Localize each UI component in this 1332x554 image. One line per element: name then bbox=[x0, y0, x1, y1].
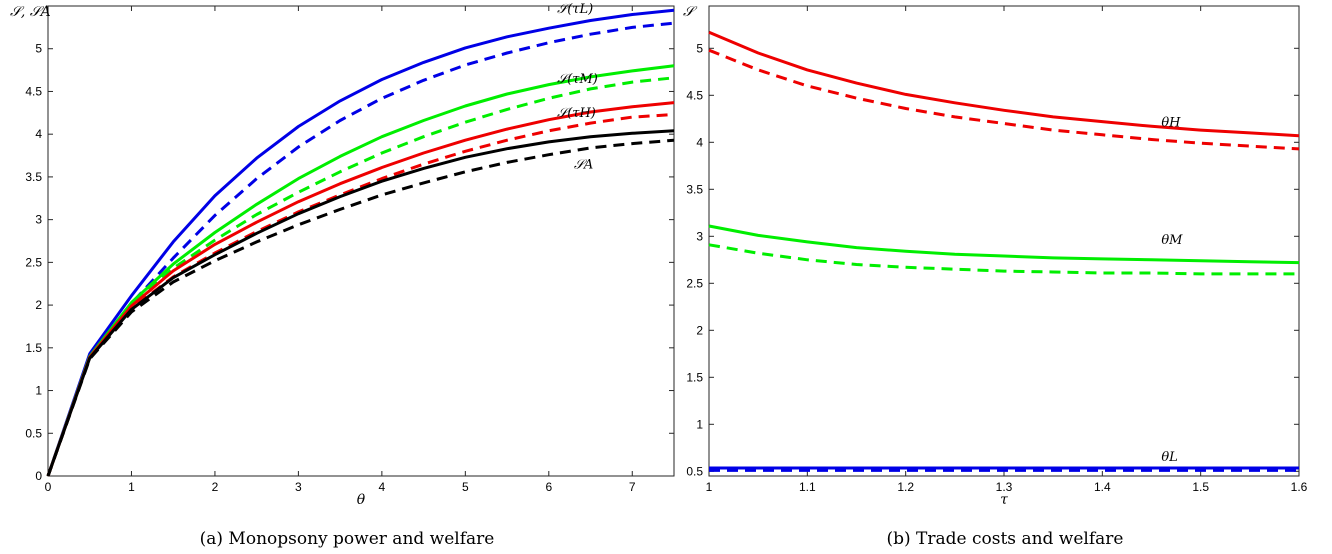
y-tick-label: 3.5 bbox=[686, 182, 703, 196]
y-tick-label: 4.5 bbox=[686, 88, 703, 102]
y-tick-label: 3 bbox=[35, 213, 42, 227]
series-line-green-solid bbox=[46, 64, 675, 477]
series-line-black-solid bbox=[46, 129, 675, 477]
x-axis-label: τ bbox=[1000, 492, 1008, 508]
y-axis-label: 𝒮 bbox=[683, 4, 698, 20]
y-tick-label: 4 bbox=[35, 127, 42, 141]
y-tick-label: 0 bbox=[35, 469, 42, 483]
y-tick-label: 1.5 bbox=[25, 341, 42, 355]
x-tick-label: 1 bbox=[128, 480, 135, 494]
y-tick-label: 3 bbox=[696, 229, 703, 243]
x-tick-label: 1.5 bbox=[1192, 480, 1209, 494]
x-tick-label: 1.1 bbox=[799, 480, 816, 494]
x-tick-label: 2 bbox=[212, 480, 219, 494]
curve-annotation: θH bbox=[1161, 115, 1181, 130]
x-tick-label: 4 bbox=[379, 480, 386, 494]
curve-annotation: 𝒮(τH) bbox=[557, 106, 596, 121]
curve-annotation: θM bbox=[1161, 233, 1183, 248]
curve-annotation: 𝒮(τM) bbox=[557, 72, 598, 87]
series-line-black-dashed bbox=[46, 138, 675, 477]
x-tick-label: 1.4 bbox=[1094, 480, 1111, 494]
x-tick-label: 5 bbox=[462, 480, 469, 494]
curve-annotation: 𝒮A bbox=[574, 157, 593, 172]
x-tick-label: 1.6 bbox=[1291, 480, 1308, 494]
panel-b: 1 1.1 1.2 1.3 1.4 1.5 1.60.511.522.533.544.55τ… bbox=[683, 4, 1308, 508]
curve-annotation: 𝒮(τL) bbox=[557, 2, 593, 17]
y-axis-label: 𝒮, 𝒮A bbox=[10, 4, 51, 20]
x-axis-label: θ bbox=[357, 492, 366, 508]
series-line-blue-dashed bbox=[46, 21, 675, 477]
y-tick-label: 1 bbox=[696, 417, 703, 431]
y-tick-label: 5 bbox=[35, 42, 42, 56]
series-line-red-solid bbox=[46, 101, 675, 477]
series-line-blue-solid bbox=[46, 8, 675, 477]
caption-a: (a) Monopsony power and welfare bbox=[200, 529, 495, 549]
y-tick-label: 3.5 bbox=[25, 170, 42, 184]
series-line-red-solid bbox=[708, 30, 1300, 138]
x-tick-label: 7 bbox=[629, 480, 636, 494]
y-tick-label: 0.5 bbox=[686, 464, 703, 478]
panel-a: 0 1 2 3 4 5 6 7 0 0.5 1 1.5 2 2.5 3 3.5 4 4.5 5 θ 𝒮, 𝒮A 𝒮(τL)… bbox=[10, 2, 675, 508]
x-tick-label: 3 bbox=[295, 480, 302, 494]
x-tick-label: 1.2 bbox=[897, 480, 914, 494]
y-tick-label: 4 bbox=[696, 135, 703, 149]
y-tick-label: 2 bbox=[35, 298, 42, 312]
series-line-green-dashed bbox=[708, 243, 1299, 276]
caption-b: (b) Trade costs and welfare bbox=[887, 529, 1124, 549]
series-line-green-solid bbox=[708, 224, 1300, 265]
y-tick-label: 2 bbox=[696, 323, 703, 337]
y-tick-label: 1 bbox=[35, 384, 42, 398]
x-tick-label: 0 bbox=[45, 480, 52, 494]
y-tick-label: 4.5 bbox=[25, 84, 42, 98]
curve-annotation: θL bbox=[1161, 450, 1177, 465]
x-tick-label: 6 bbox=[545, 480, 552, 494]
y-tick-label: 1.5 bbox=[686, 370, 703, 384]
x-tick-label: 1 bbox=[706, 480, 713, 494]
y-tick-label: 5 bbox=[696, 41, 703, 55]
y-tick-label: 0.5 bbox=[25, 426, 42, 440]
plot-area-frame bbox=[47, 5, 675, 477]
y-tick-label: 2.5 bbox=[686, 276, 703, 290]
x-tick-label: 1.3 bbox=[996, 480, 1013, 494]
y-tick-label: 2.5 bbox=[25, 255, 42, 269]
